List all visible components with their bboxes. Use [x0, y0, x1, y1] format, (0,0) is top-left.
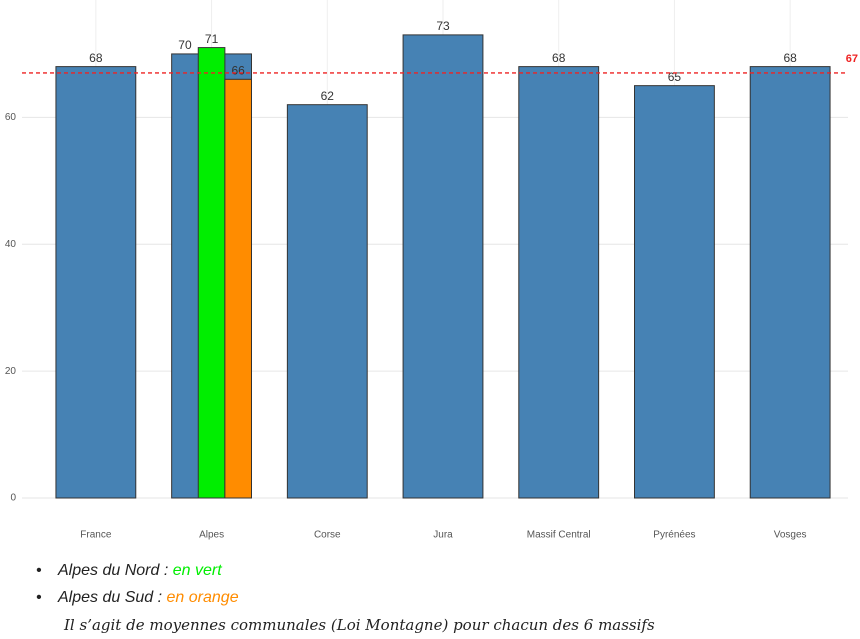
legend-color: en orange	[166, 589, 239, 606]
bar	[197, 47, 226, 499]
bar	[634, 85, 715, 499]
bar	[402, 34, 484, 499]
x-tick-label: France	[80, 530, 112, 541]
legend-item: • Alpes du Nord : en vert	[36, 562, 222, 579]
value-label: 70	[178, 38, 192, 52]
y-tick-label: 20	[5, 366, 17, 377]
bar	[286, 104, 368, 499]
caption: Il s’agit de moyennes communales (Loi Mo…	[64, 616, 655, 634]
bar	[55, 66, 137, 499]
value-label: 68	[783, 51, 797, 65]
x-tick-label: Corse	[314, 530, 341, 541]
x-tick-label: Massif Central	[527, 530, 591, 541]
y-tick-label: 40	[5, 239, 17, 250]
value-label: 68	[89, 51, 103, 65]
value-label: 66	[232, 63, 246, 77]
value-label: 65	[668, 70, 682, 84]
reference-label: 67	[846, 53, 858, 65]
chart: 0 20 40 60 France 68 Alpes 70 71 66 Corse 62 Jura 73 M…	[5, 0, 858, 541]
bar	[749, 66, 831, 499]
bar	[224, 78, 252, 499]
legend-item: • Alpes du Sud : en orange	[36, 589, 239, 606]
legend-label: Alpes du Sud :	[58, 589, 163, 606]
y-tick-label: 0	[10, 493, 16, 504]
x-tick-label: Vosges	[774, 530, 807, 541]
value-label: 68	[552, 51, 566, 65]
y-tick-label: 60	[5, 112, 17, 123]
value-label: 71	[205, 32, 219, 46]
legend-color: en vert	[172, 562, 222, 579]
bar	[518, 66, 600, 499]
x-tick-label: Jura	[433, 530, 453, 541]
legend-label: Alpes du Nord :	[58, 562, 169, 579]
value-label: 73	[436, 19, 450, 33]
x-tick-label: Pyrénées	[653, 530, 695, 541]
value-label: 62	[321, 89, 335, 103]
x-tick-label: Alpes	[199, 530, 224, 541]
